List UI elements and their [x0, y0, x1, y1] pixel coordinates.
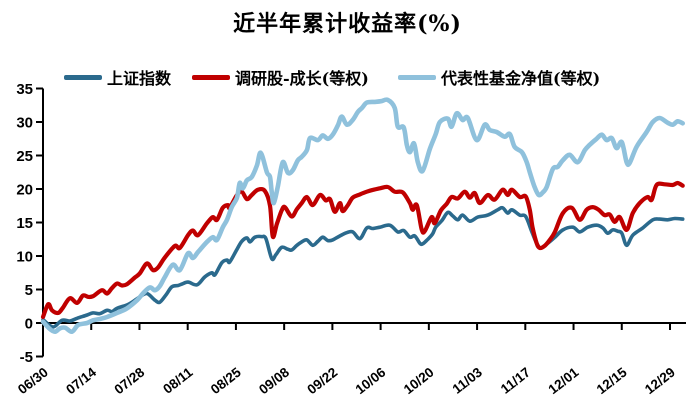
legend-swatch-surveyed-growth [192, 74, 230, 80]
y-axis-label: -5 [20, 349, 33, 366]
y-axis-label: 0 [25, 316, 33, 333]
x-axis-label: 07/14 [63, 364, 99, 397]
series-line-0 [41, 205, 685, 329]
y-axis-label: 30 [16, 115, 33, 132]
x-axis-label: 11/17 [498, 365, 533, 397]
y-axis-label: 35 [16, 81, 33, 98]
x-axis-label: 12/01 [546, 364, 582, 397]
x-axis-label: 08/11 [160, 364, 196, 396]
x-axis-label: 10/20 [401, 365, 437, 398]
x-axis-label: 09/22 [304, 365, 340, 398]
x-axis-label: 09/08 [256, 364, 292, 397]
x-axis-label: 12/15 [594, 364, 630, 397]
y-axis-label: 15 [16, 215, 33, 232]
x-axis-label: 12/29 [642, 365, 678, 398]
legend-item-surveyed-growth: 调研股-成长(等权) [192, 65, 369, 89]
y-axis-label: 5 [25, 282, 33, 299]
y-axis-label: 25 [16, 148, 33, 165]
x-axis-label: 08/25 [208, 364, 244, 397]
legend-label-sse-index: 上证指数 [107, 69, 172, 88]
x-axis-label: 07/28 [111, 364, 147, 397]
x-axis-label: 10/06 [353, 364, 389, 397]
legend-swatch-representative-fund [398, 74, 436, 80]
legend-label-surveyed-growth: 调研股-成长(等权) [235, 69, 369, 88]
y-axis-label: 10 [16, 249, 33, 266]
legend-swatch-sse-index [64, 74, 102, 80]
legend-label-representative-fund: 代表性基金净值(等权) [441, 69, 601, 88]
legend-item-sse-index: 上证指数 [64, 65, 171, 89]
chart-title: 近半年累计收益率(%) [233, 11, 462, 37]
series-line-1 [40, 180, 685, 320]
y-axis-label: 20 [16, 182, 33, 199]
series-line-2 [40, 97, 685, 335]
x-axis-label: 06/30 [15, 365, 51, 398]
chart-legend: 上证指数 调研股-成长(等权) 代表性基金净值(等权) [0, 63, 695, 89]
legend-item-representative-fund: 代表性基金净值(等权) [398, 65, 600, 89]
x-axis-label: 11/03 [450, 364, 486, 396]
